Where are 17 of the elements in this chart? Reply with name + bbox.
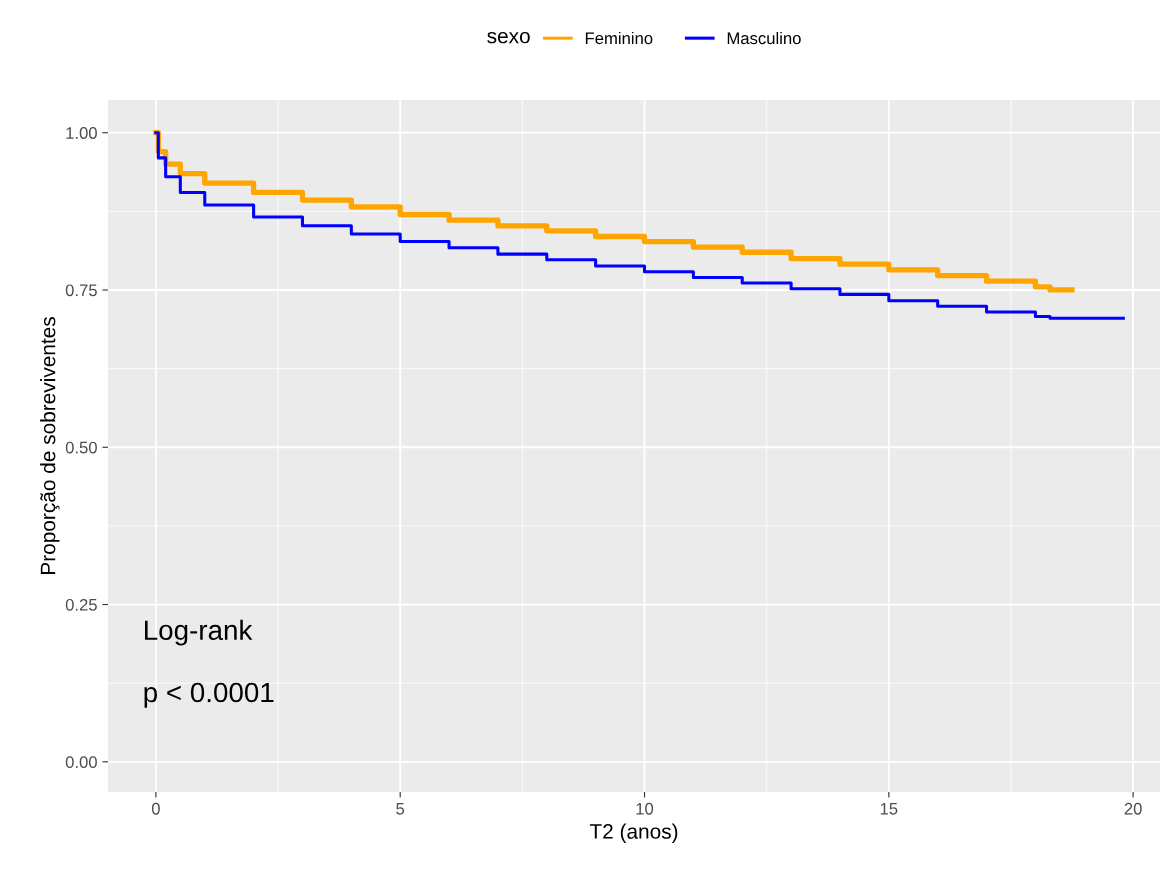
annotation: p < 0.0001 (144, 682, 274, 708)
y-tick-label: 0.00 (65, 756, 97, 769)
x-tick-label: 20 (1124, 802, 1142, 815)
legend-label: Masculino (727, 31, 801, 45)
y-tick-label: 1.00 (66, 127, 97, 139)
y-tick-label: 0.75 (65, 284, 97, 297)
x-tick-label: 0 (151, 802, 160, 815)
y-axis-title: Proporção de sobreviventes (40, 317, 60, 574)
y-tick-label: 0.25 (65, 598, 97, 611)
x-tick-label: 15 (880, 803, 898, 815)
annotation: Log-rank (144, 619, 253, 646)
y-tick-label: 0.50 (65, 441, 97, 454)
legend-title: sexo (487, 31, 530, 44)
x-axis-title: T2 (anos) (589, 823, 678, 843)
x-tick-label: 10 (636, 802, 654, 815)
x-tick-label: 5 (396, 803, 405, 815)
legend-label: Feminino (585, 31, 653, 45)
